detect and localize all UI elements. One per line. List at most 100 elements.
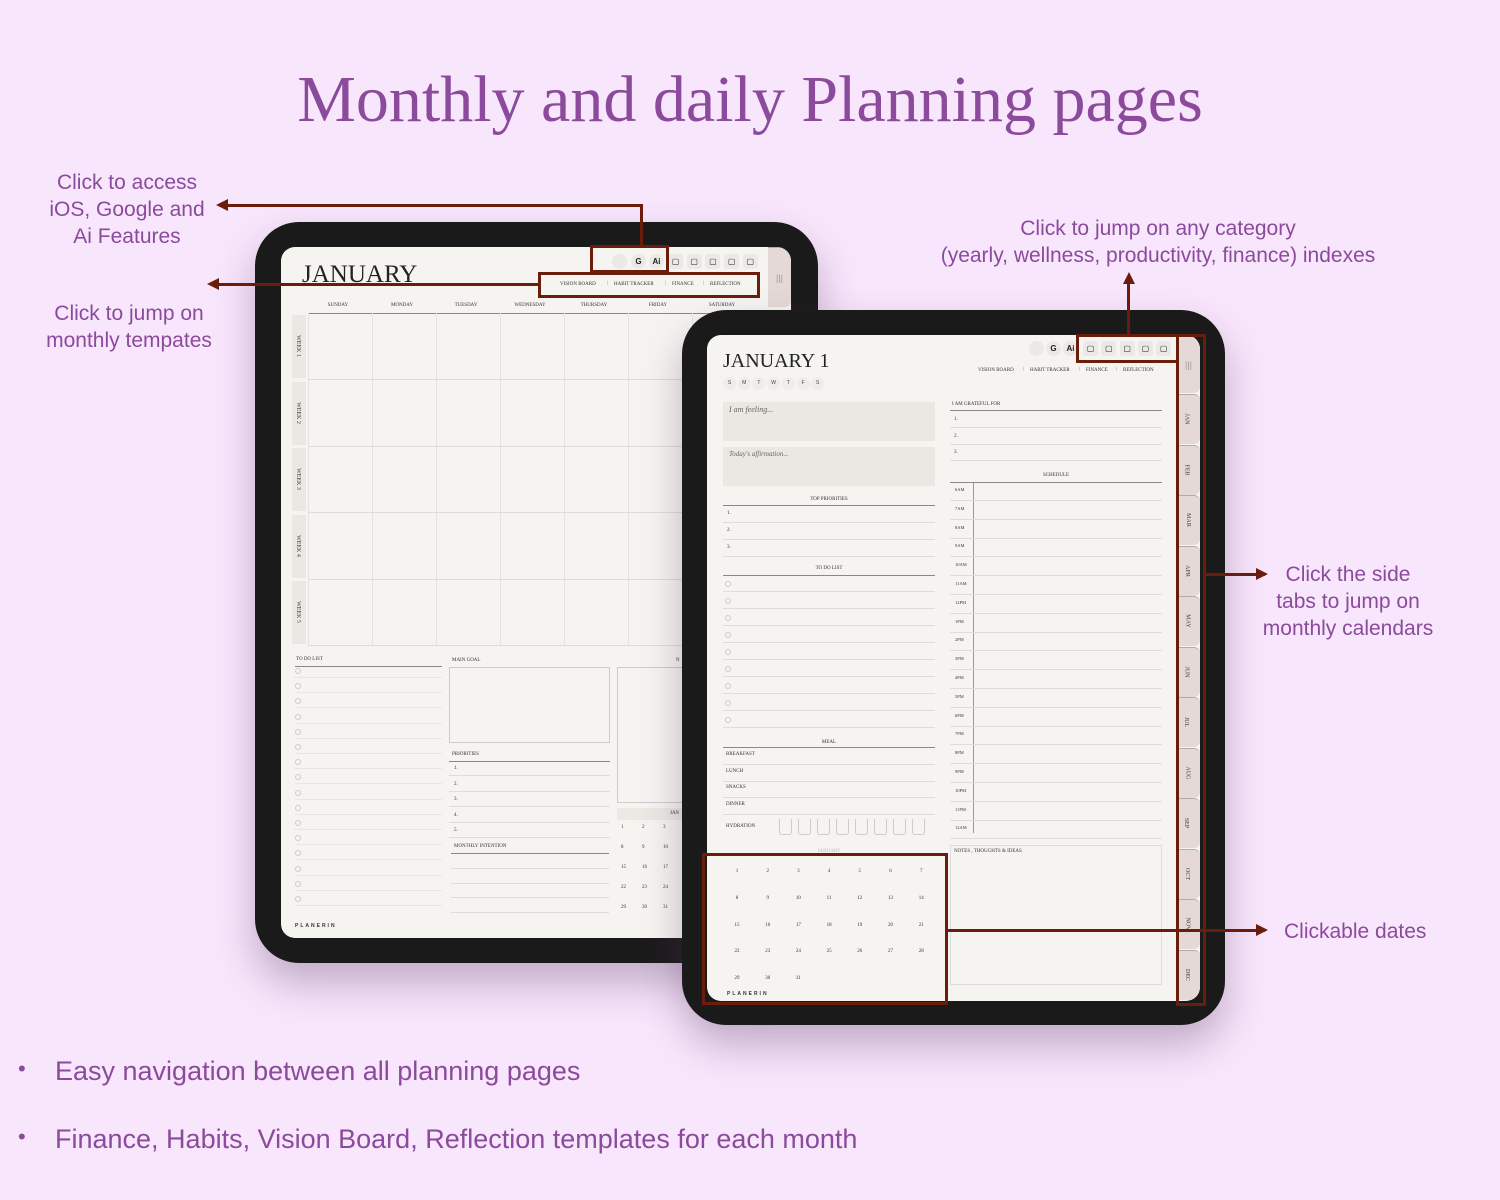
priority-item[interactable]: 1. xyxy=(454,766,458,771)
nav-link-habit-tracker[interactable]: HABIT TRACKER xyxy=(614,282,654,287)
priority-item[interactable]: 4. xyxy=(454,812,458,818)
side-tab-feb[interactable] xyxy=(1177,444,1200,495)
todo-checkbox[interactable] xyxy=(295,668,301,674)
calendar-date[interactable]: 30 xyxy=(765,976,771,982)
productivity-icon[interactable]: ▢ xyxy=(724,254,740,269)
calendar-day-cell[interactable] xyxy=(308,446,372,513)
hydration-cup[interactable] xyxy=(779,819,792,835)
todo-checkbox[interactable] xyxy=(725,666,731,672)
schedule-slot-line[interactable] xyxy=(950,556,1162,558)
todo-checkbox[interactable] xyxy=(295,683,301,690)
mini-cal-date[interactable]: 22 xyxy=(621,885,626,890)
meal-item[interactable]: SNACKS xyxy=(726,785,746,790)
schedule-slot-line[interactable] xyxy=(950,800,1162,802)
notebook-icon[interactable]: ▢ xyxy=(742,254,758,269)
hydration-cup[interactable] xyxy=(798,819,811,835)
mini-cal-date[interactable]: 15 xyxy=(621,865,626,870)
mini-cal-date[interactable]: 29 xyxy=(621,905,626,910)
calendar-day-cell[interactable] xyxy=(564,512,628,579)
calendar-date[interactable]: 31 xyxy=(795,976,801,982)
calendar-date[interactable]: 29 xyxy=(734,976,740,982)
calendar-day-cell[interactable] xyxy=(372,313,436,379)
todo-checkbox[interactable] xyxy=(295,713,301,720)
side-tab-menu[interactable]: ||| xyxy=(768,247,791,307)
calendar-day-cell[interactable] xyxy=(436,313,500,379)
calendar-day-cell[interactable] xyxy=(308,579,372,646)
wellness-icon[interactable]: ▢ xyxy=(1101,341,1117,356)
calendar-date[interactable]: 1 xyxy=(735,869,739,874)
nav-link-habit-tracker[interactable]: HABIT TRACKER xyxy=(1030,368,1070,373)
calendar-date[interactable]: 17 xyxy=(795,922,801,928)
hydration-cup[interactable] xyxy=(836,819,849,835)
nav-link-vision-board[interactable]: VISION BOARD xyxy=(560,282,596,287)
schedule-slot-line[interactable] xyxy=(950,650,1162,652)
notebook-icon[interactable]: ▢ xyxy=(1156,341,1172,356)
hydration-cup[interactable] xyxy=(874,819,887,835)
calendar-date[interactable]: 3 xyxy=(797,869,800,874)
grateful-item[interactable]: 2. xyxy=(954,433,958,439)
calendar-day-cell[interactable] xyxy=(436,579,500,646)
side-tab-apr[interactable] xyxy=(1177,545,1200,596)
calendar-icon[interactable]: ▢ xyxy=(1083,341,1098,356)
weekday-letter-button[interactable]: F xyxy=(796,377,810,390)
schedule-slot-line[interactable] xyxy=(950,838,1162,840)
schedule-slot-line[interactable] xyxy=(950,819,1162,821)
calendar-date[interactable]: 23 xyxy=(765,949,771,955)
calendar-day-cell[interactable] xyxy=(628,446,692,513)
grateful-item[interactable]: 1. xyxy=(954,417,958,422)
calendar-date[interactable]: 25 xyxy=(826,949,832,955)
todo-checkbox[interactable] xyxy=(295,789,301,796)
apple-icon[interactable] xyxy=(612,254,627,269)
calendar-day-cell[interactable] xyxy=(628,379,692,446)
calendar-day-cell[interactable] xyxy=(372,579,436,646)
hydration-cup[interactable] xyxy=(893,819,906,835)
mini-cal-date[interactable]: 23 xyxy=(642,885,647,890)
calendar-date[interactable]: 12 xyxy=(857,895,863,901)
side-tab-aug[interactable] xyxy=(1177,747,1200,798)
side-tab-jun[interactable] xyxy=(1177,646,1200,697)
calendar-date[interactable]: 18 xyxy=(826,922,832,928)
schedule-slot-line[interactable] xyxy=(950,688,1162,689)
calendar-date[interactable]: 6 xyxy=(889,869,892,874)
calendar-day-cell[interactable] xyxy=(372,379,436,446)
todo-checkbox[interactable] xyxy=(295,896,301,902)
todo-checkbox[interactable] xyxy=(295,744,301,750)
meal-item[interactable]: DINNER xyxy=(726,801,745,807)
calendar-date[interactable]: 15 xyxy=(734,922,740,928)
hydration-cup[interactable] xyxy=(817,819,830,835)
side-tab-nov[interactable] xyxy=(1177,899,1200,949)
calendar-date[interactable]: 26 xyxy=(857,949,863,955)
calendar-day-cell[interactable] xyxy=(436,512,500,579)
schedule-slot-line[interactable] xyxy=(950,518,1162,520)
wellness-icon[interactable]: ▢ xyxy=(686,254,702,269)
weekday-letter-button[interactable]: W xyxy=(767,377,781,390)
todo-checkbox[interactable] xyxy=(725,683,731,689)
schedule-slot-line[interactable] xyxy=(950,575,1162,577)
calendar-day-cell[interactable] xyxy=(308,379,372,446)
calendar-date[interactable]: 22 xyxy=(734,949,740,955)
schedule-slot-line[interactable] xyxy=(950,669,1162,671)
todo-checkbox[interactable] xyxy=(725,700,731,706)
calendar-date[interactable]: 8 xyxy=(735,895,739,901)
calendar-date[interactable]: 24 xyxy=(795,949,801,955)
calendar-date[interactable]: 28 xyxy=(918,949,924,955)
apple-icon[interactable] xyxy=(1029,341,1044,356)
finance-icon[interactable]: ▢ xyxy=(705,254,721,269)
todo-checkbox[interactable] xyxy=(725,649,731,655)
ai-icon[interactable]: Ai xyxy=(649,254,664,269)
calendar-date[interactable]: 9 xyxy=(766,895,769,901)
calendar-day-cell[interactable] xyxy=(500,313,564,379)
side-tab-may[interactable] xyxy=(1177,596,1200,646)
productivity-icon[interactable]: ▢ xyxy=(1137,341,1153,356)
google-icon[interactable]: G xyxy=(1046,341,1061,356)
todo-checkbox[interactable] xyxy=(295,835,301,842)
schedule-slot-line[interactable] xyxy=(950,782,1162,783)
weekday-letter-button[interactable]: S xyxy=(811,377,825,390)
hydration-cup[interactable] xyxy=(912,819,925,835)
mini-cal-date[interactable]: 24 xyxy=(663,885,668,890)
todo-checkbox[interactable] xyxy=(295,820,301,826)
todo-checkbox[interactable] xyxy=(725,615,731,621)
calendar-day-cell[interactable] xyxy=(436,446,500,513)
calendar-date[interactable]: 27 xyxy=(888,949,893,955)
mini-cal-date[interactable]: 3 xyxy=(663,825,666,830)
